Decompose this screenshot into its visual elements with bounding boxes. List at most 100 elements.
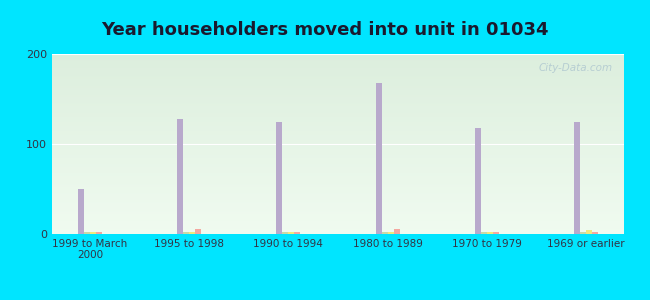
Text: Year householders moved into unit in 01034: Year householders moved into unit in 010… [101,21,549,39]
Bar [52,68,624,70]
Bar [52,131,624,133]
Bar [52,94,624,95]
Bar [52,203,624,205]
Bar [52,148,624,149]
Bar [52,117,624,119]
Bar [276,122,283,234]
Bar [96,232,102,234]
Bar [52,142,624,144]
Bar [52,113,624,115]
Bar [52,216,624,218]
Bar [52,176,624,178]
Bar [52,79,624,81]
Bar [52,180,624,182]
Bar [52,63,624,65]
Bar [52,175,624,176]
Bar [52,223,624,225]
Bar [52,227,624,229]
Bar [52,193,624,194]
Bar [52,211,624,212]
Bar [52,187,624,189]
Bar [52,194,624,196]
Bar [294,232,300,234]
Bar [52,115,624,117]
Text: City-Data.com: City-Data.com [538,63,612,73]
Bar [52,83,624,85]
Bar [52,97,624,99]
Bar [376,83,382,234]
Bar [481,232,487,234]
Bar [52,184,624,185]
Bar [52,76,624,77]
Bar [580,232,586,234]
Bar [52,70,624,72]
Bar [52,185,624,187]
Bar [52,200,624,202]
Bar [52,229,624,230]
Bar [52,173,624,175]
Bar [52,189,624,191]
Bar [52,124,624,126]
Bar [52,110,624,112]
Bar [52,65,624,67]
Bar [195,229,201,234]
Bar [52,92,624,94]
Bar [52,157,624,158]
Bar [52,137,624,139]
Bar [52,130,624,131]
Bar [52,169,624,171]
Bar [52,112,624,113]
Bar [52,230,624,232]
Bar [52,198,624,200]
Bar [52,133,624,135]
Bar [52,95,624,97]
Bar [52,225,624,227]
Bar [52,108,624,110]
Bar [183,232,189,234]
Bar [52,59,624,61]
Bar [52,86,624,88]
Bar [52,54,624,56]
Bar [52,158,624,160]
Bar [52,151,624,153]
Bar [52,166,624,167]
Bar [52,61,624,63]
Bar [52,146,624,148]
Bar [52,99,624,101]
Bar [52,149,624,151]
Bar [52,56,624,58]
Bar [52,171,624,173]
Bar [52,218,624,220]
Bar [387,232,393,234]
Bar [52,220,624,221]
Bar [475,128,481,234]
Bar [52,135,624,137]
Bar [52,139,624,140]
Bar [189,232,195,234]
Bar [52,77,624,79]
Bar [52,155,624,157]
Bar [52,81,624,83]
Bar [52,153,624,155]
Bar [52,88,624,90]
Bar [52,182,624,184]
Bar [52,103,624,104]
Bar [487,232,493,234]
Bar [289,232,294,234]
Bar [52,119,624,121]
Bar [493,232,499,234]
Bar [52,196,624,198]
Bar [52,128,624,130]
Bar [382,232,387,234]
Bar [52,207,624,209]
Bar [52,167,624,169]
Bar [52,164,624,166]
Bar [52,126,624,128]
Bar [52,58,624,59]
Bar [52,122,624,124]
Bar [52,214,624,216]
Bar [574,122,580,234]
Bar [52,178,624,180]
Bar [52,104,624,106]
Bar [90,232,96,234]
